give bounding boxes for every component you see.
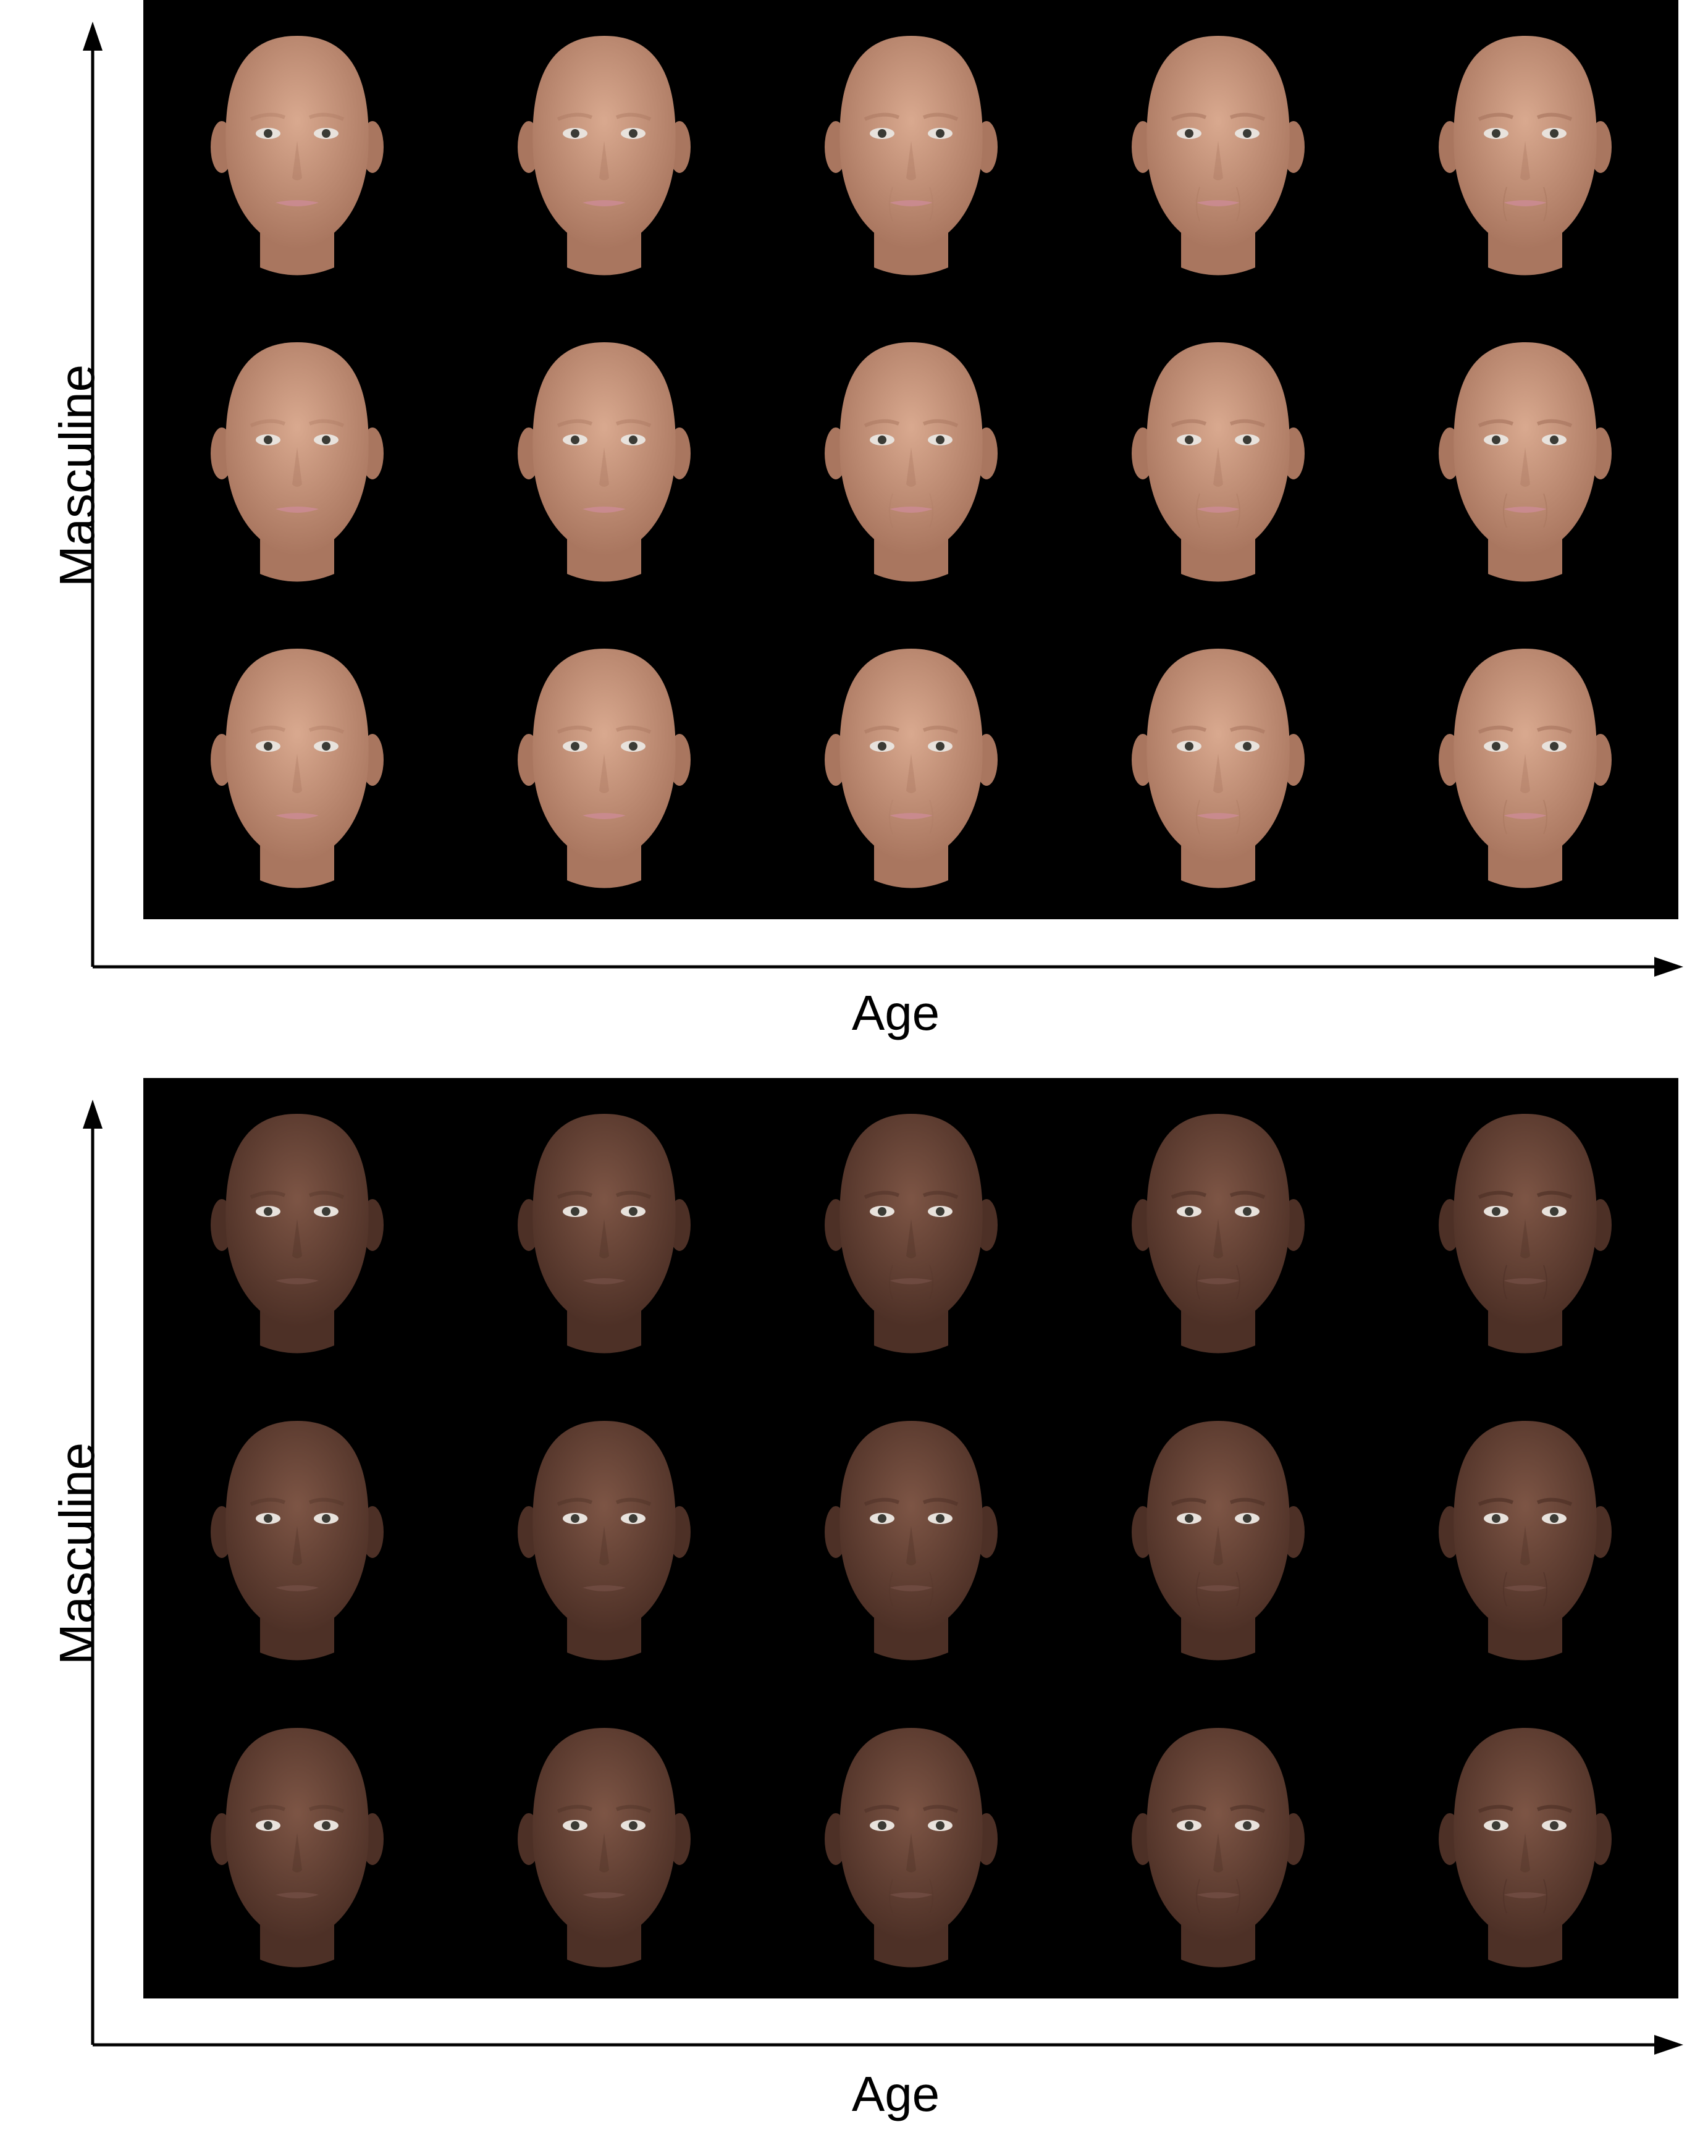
face-image [1064,0,1371,306]
face-image [1371,1691,1678,1998]
face-image [450,1691,757,1998]
face-image [143,1691,450,1998]
face-image [757,0,1064,306]
face-image [143,306,450,613]
face-image [757,613,1064,919]
x-axis-label: Age [851,2066,940,2121]
face-image [143,0,450,306]
face-image [143,613,450,919]
face-image [1371,613,1678,919]
top-panel: Age Masculine [49,0,1683,1040]
face-image [1064,1078,1371,1385]
y-axis-arrowhead [83,1100,103,1129]
face-image [757,306,1064,613]
face-image [450,1385,757,1692]
face-image [450,613,757,919]
face-grid [143,1078,1678,1998]
x-axis-arrowhead [1654,2035,1683,2055]
face-image [757,1691,1064,1998]
face-image [1371,1078,1678,1385]
face-image [1064,306,1371,613]
face-image [1064,1385,1371,1692]
face-image [757,1078,1064,1385]
face-image [1064,613,1371,919]
face-image [1371,306,1678,613]
face-image [143,1078,450,1385]
x-axis-arrowhead [1654,957,1683,977]
y-axis-label: Masculine [49,364,104,587]
face-image [1064,1691,1371,1998]
y-axis-label: Masculine [49,1442,104,1665]
face-image [143,1385,450,1692]
face-grid [143,0,1678,919]
axes [83,22,1683,977]
face-image [450,0,757,306]
x-axis-label: Age [851,985,940,1040]
bottom-panel: Age Masculine [0,1078,1708,2156]
axes [83,1100,1683,2055]
face-image [450,1078,757,1385]
face-image [450,306,757,613]
face-image [1371,0,1678,306]
face-image [1371,1385,1678,1692]
face-image [757,1385,1064,1692]
y-axis-arrowhead [83,22,103,51]
